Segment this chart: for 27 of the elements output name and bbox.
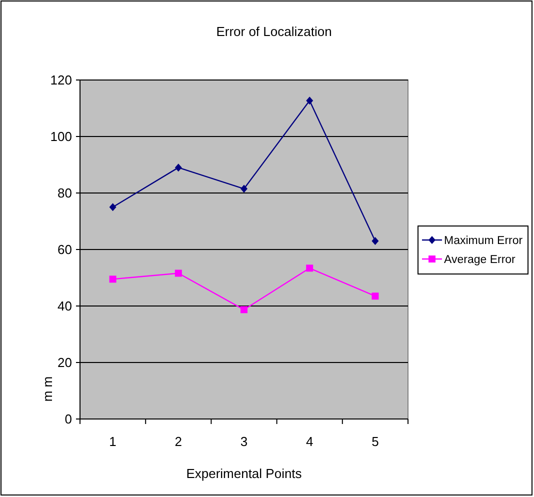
y-tick-label: 20 xyxy=(58,355,72,370)
y-tick-label: 120 xyxy=(50,72,72,88)
point xyxy=(372,292,379,300)
point xyxy=(174,270,182,277)
y-tick-label: 80 xyxy=(58,186,72,201)
x-tick-label: 4 xyxy=(306,434,314,449)
point xyxy=(109,276,116,283)
x-tick-label: 5 xyxy=(372,434,379,449)
y-tick-label: 60 xyxy=(58,242,72,258)
x-tick-label: 2 xyxy=(174,434,182,449)
point xyxy=(240,184,248,193)
y-tick-label: 100 xyxy=(50,129,72,144)
y-tick-label: 40 xyxy=(58,298,72,314)
x-tick-label: 1 xyxy=(109,434,116,449)
legend-label: Average Error xyxy=(444,254,516,266)
y-axis-title: m m xyxy=(40,376,55,402)
point xyxy=(306,96,314,105)
point xyxy=(306,264,314,272)
point xyxy=(240,306,248,314)
x-axis-title: Experimental Points xyxy=(186,466,302,481)
x-tick-label: 3 xyxy=(240,434,248,449)
point xyxy=(174,164,182,172)
point xyxy=(372,237,379,246)
chart-title: Error of Localization xyxy=(216,24,332,39)
point xyxy=(109,203,116,212)
legend-label: Maximum Error xyxy=(444,235,523,248)
y-tick-label: 0 xyxy=(64,412,72,427)
